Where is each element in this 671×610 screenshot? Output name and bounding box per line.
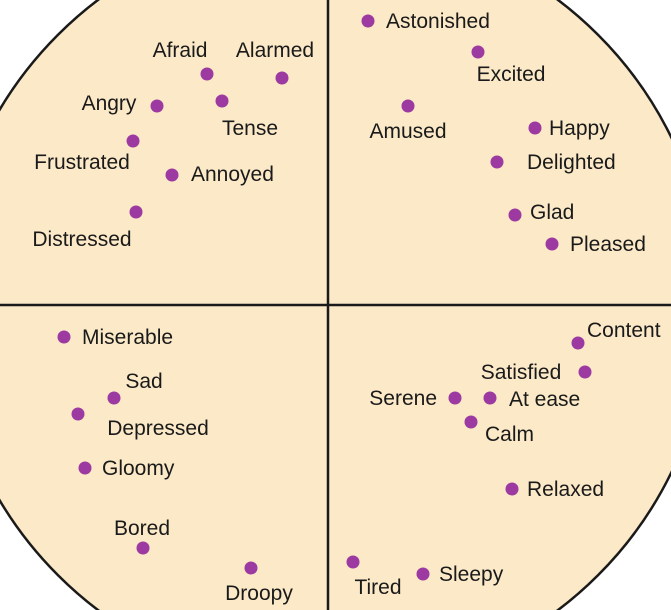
label-angry: Angry [82,92,137,115]
dot-annoyed [165,168,179,182]
label-miserable: Miserable [82,326,173,349]
label-content: Content [587,319,661,342]
dot-angry [150,99,164,113]
dot-bored [136,541,150,555]
dot-serene [448,391,462,405]
dot-calm [464,415,478,429]
quadrant-bottom-left: Miserable Sad Depressed Gloomy Bored Droopy [57,326,293,605]
quadrant-top-right: Astonished Excited Amused Happy Delighted Gla… [361,10,646,256]
label-distressed: Distressed [32,228,131,251]
dot-depressed [71,407,85,421]
label-annoyed: Annoyed [191,163,274,186]
dot-tired [346,555,360,569]
label-bored: Bored [114,517,170,540]
label-pleased: Pleased [570,233,646,256]
label-droopy: Droopy [225,582,293,605]
dot-at-ease [483,391,497,405]
label-happy: Happy [549,117,610,140]
label-gloomy: Gloomy [102,457,175,480]
label-delighted: Delighted [527,151,616,174]
label-sleepy: Sleepy [439,563,504,586]
dot-sleepy [416,567,430,581]
dot-frustrated [126,134,140,148]
label-relaxed: Relaxed [527,478,604,501]
dot-glad [508,208,522,222]
dot-delighted [490,155,504,169]
label-excited: Excited [477,63,546,86]
label-astonished: Astonished [386,10,490,33]
dot-satisfied [578,365,592,379]
label-glad: Glad [530,201,574,224]
dot-tense [215,94,229,108]
dot-pleased [545,237,559,251]
label-at-ease: At ease [509,388,580,411]
dot-excited [471,45,485,59]
label-amused: Amused [369,120,446,143]
quadrant-top-left: Afraid Alarmed Angry Tense Frustrated Annoyed… [32,39,314,251]
label-tense: Tense [222,117,278,140]
emotion-items: Afraid Alarmed Angry Tense Frustrated Annoyed… [32,10,660,605]
dot-happy [528,121,542,135]
label-depressed: Depressed [107,417,209,440]
dot-amused [401,99,415,113]
dot-distressed [129,205,143,219]
label-frustrated: Frustrated [34,151,130,174]
dot-afraid [200,67,214,81]
label-tired: Tired [354,576,401,599]
label-sad: Sad [125,370,162,393]
label-calm: Calm [485,423,534,446]
quadrant-bottom-right: Content Satisfied Serene At ease Calm Relaxed… [346,319,661,599]
label-satisfied: Satisfied [481,361,562,384]
dot-alarmed [275,71,289,85]
dot-gloomy [78,461,92,475]
label-serene: Serene [369,387,437,410]
dot-sad [107,391,121,405]
dot-relaxed [505,482,519,496]
dot-astonished [361,14,375,28]
dot-content [571,336,585,350]
dot-miserable [57,330,71,344]
label-afraid: Afraid [153,39,208,62]
label-alarmed: Alarmed [236,39,314,62]
dot-droopy [244,561,258,575]
